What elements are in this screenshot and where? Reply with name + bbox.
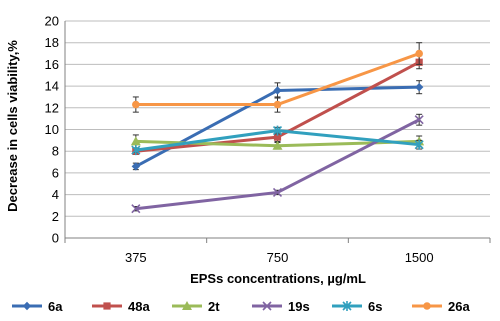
legend-label: 19s — [288, 299, 310, 314]
y-tick-label: 10 — [45, 122, 59, 137]
data-point-26a — [415, 49, 423, 58]
x-tick-label: 375 — [125, 250, 147, 265]
y-tick-label: 6 — [52, 165, 59, 180]
y-tick-label: 12 — [45, 100, 59, 115]
legend-label: 6a — [48, 299, 63, 314]
legend-marker — [262, 301, 272, 311]
y-tick-labels: 0 2 4 6 8 10 12 14 16 18 20 — [45, 14, 59, 246]
legend-item-19s: 19s — [252, 299, 310, 314]
data-point-48a — [273, 133, 282, 141]
data-point-6s — [131, 145, 141, 156]
data-point-6a — [414, 82, 424, 92]
axes — [64, 21, 491, 243]
legend-marker — [423, 302, 431, 310]
x-axis-label: EPSs concentrations, µg/mL — [190, 271, 366, 286]
legend-marker — [182, 301, 192, 310]
series-lines — [130, 42, 425, 214]
legend: 6a 48a 2t 19s 6s 26a — [12, 299, 470, 314]
series-19s — [131, 113, 424, 214]
legend-item-48a: 48a — [92, 299, 150, 314]
data-point-6a — [131, 162, 141, 171]
y-tick-label: 20 — [45, 14, 59, 29]
x-tick-label: 1500 — [405, 250, 434, 265]
y-tick-label: 14 — [45, 79, 59, 94]
legend-item-26a: 26a — [412, 299, 470, 314]
data-point-6s — [414, 139, 424, 150]
legend-item-6s: 6s — [332, 299, 382, 314]
data-point-2t — [130, 136, 141, 146]
y-tick-label: 4 — [52, 187, 59, 202]
legend-label: 6s — [368, 299, 382, 314]
legend-marker — [342, 301, 352, 311]
x-tick-labels: 375 750 1500 — [125, 250, 434, 265]
y-axis-label: Decrease in cells viability,% — [5, 40, 20, 212]
y-tick-label: 18 — [45, 35, 59, 50]
series-6s — [131, 125, 424, 156]
legend-label: 2t — [208, 299, 220, 314]
legend-label: 26a — [448, 299, 470, 314]
data-point-26a — [132, 100, 140, 109]
data-point-26a — [273, 100, 282, 109]
y-tick-label: 8 — [52, 144, 59, 159]
data-point-6s — [272, 125, 283, 136]
y-tick-label: 0 — [52, 231, 59, 246]
legend-label: 48a — [128, 299, 150, 314]
y-tick-label: 2 — [52, 209, 59, 224]
data-point-19s — [131, 204, 141, 214]
legend-marker — [103, 302, 111, 310]
y-tick-label: 16 — [45, 57, 59, 72]
data-point-6a — [273, 86, 282, 95]
x-tick-label: 750 — [267, 250, 289, 265]
data-point-19s — [414, 115, 424, 125]
legend-item-2t: 2t — [172, 299, 220, 314]
data-point-19s — [272, 187, 283, 197]
legend-item-6a: 6a — [12, 299, 63, 314]
data-point-2t — [272, 140, 283, 150]
series-26a — [132, 42, 423, 113]
legend-marker — [22, 301, 32, 311]
